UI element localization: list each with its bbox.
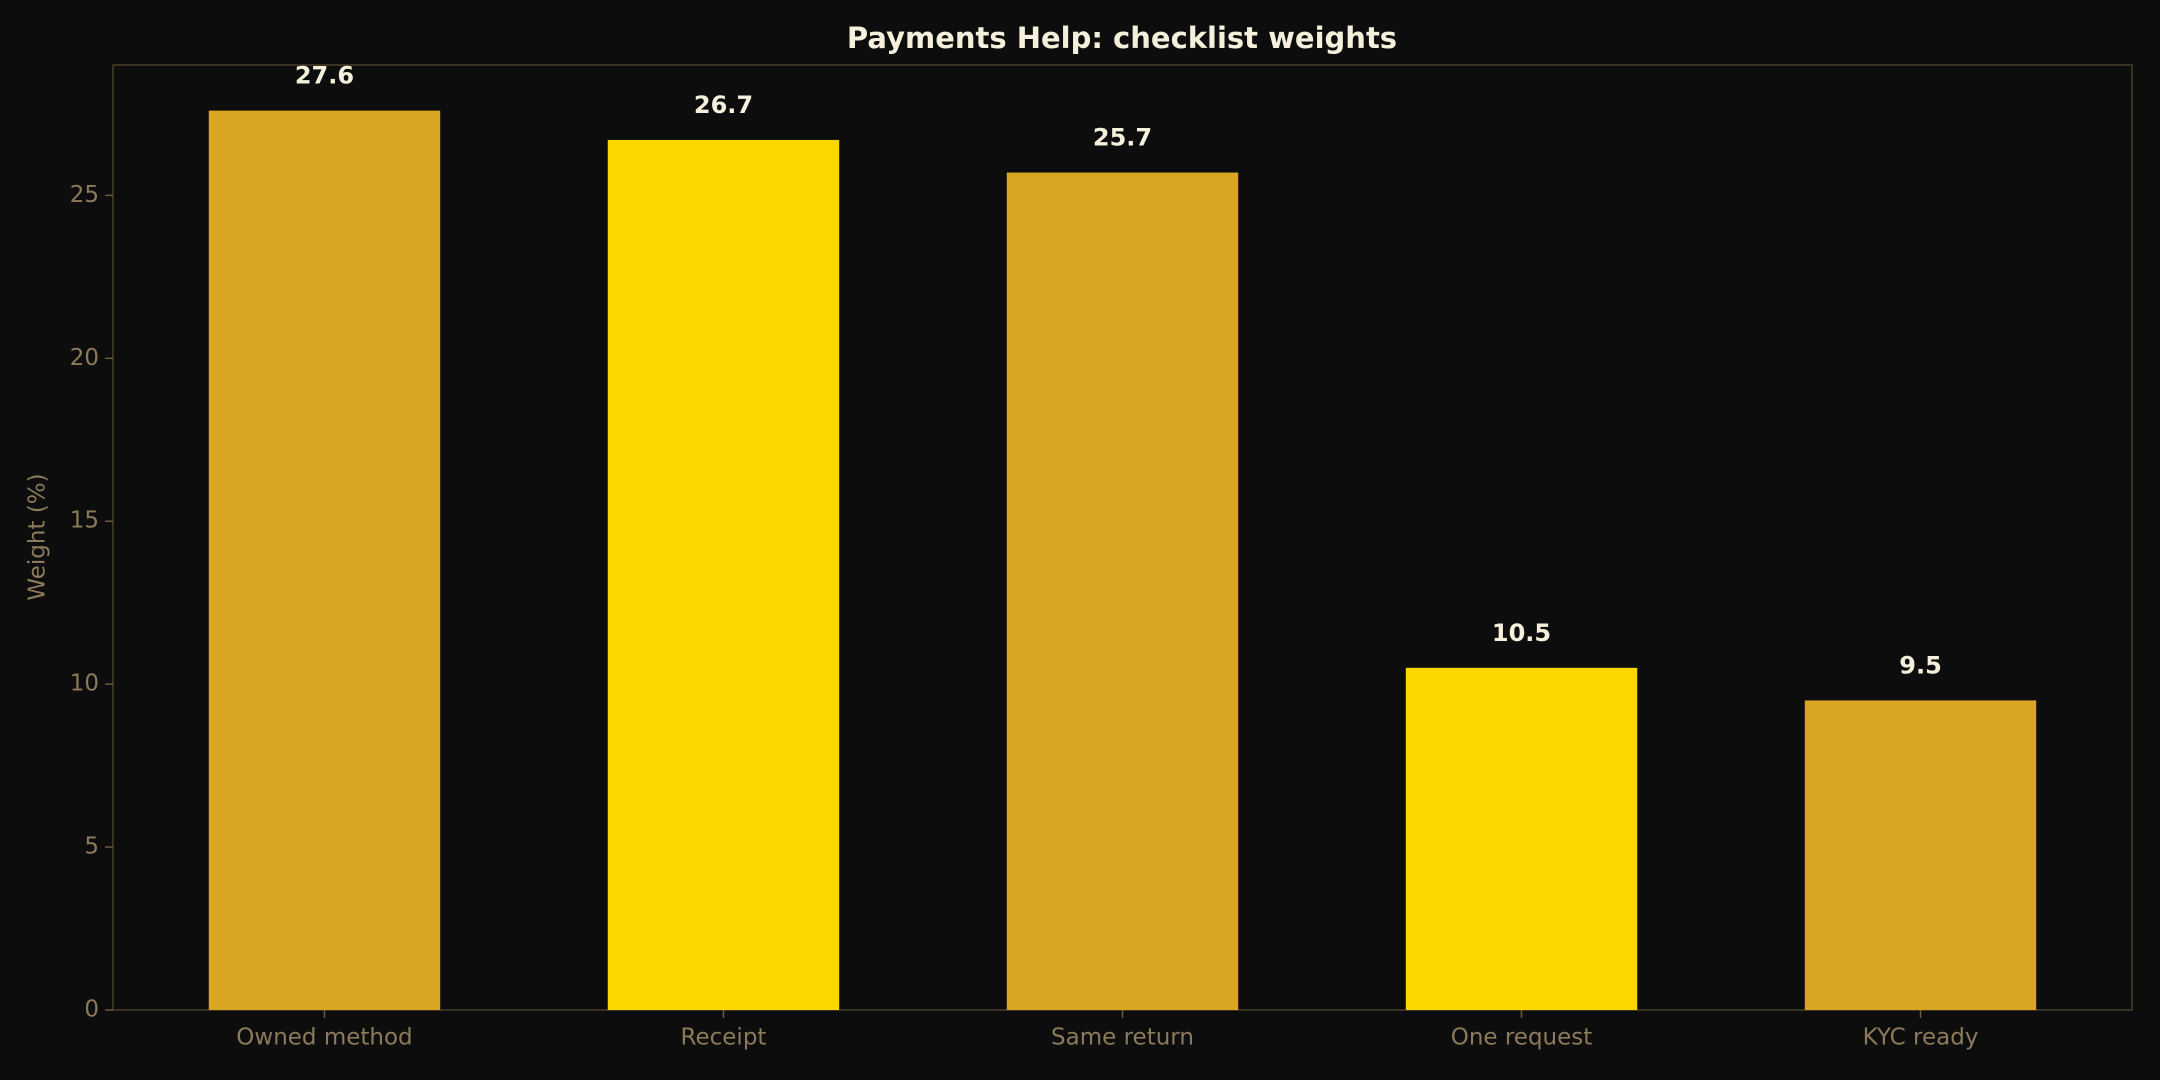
- bar: [607, 139, 840, 1011]
- y-tick-label: 10: [70, 671, 99, 697]
- x-tick-label: KYC ready: [1863, 1025, 1979, 1051]
- value-label: 10.5: [1492, 619, 1551, 647]
- y-axis-label: Weight (%): [25, 473, 51, 600]
- x-tick-label: Owned method: [236, 1025, 412, 1051]
- value-label: 9.5: [1899, 651, 1942, 679]
- y-tick-label: 25: [70, 182, 99, 208]
- y-tick-label: 15: [70, 508, 99, 534]
- bar: [1804, 700, 2037, 1010]
- chart-title: Payments Help: checklist weights: [847, 21, 1397, 55]
- bar: [208, 110, 441, 1011]
- y-tick-label: 5: [84, 834, 99, 860]
- value-label: 25.7: [1093, 124, 1152, 152]
- y-tick-label: 20: [70, 345, 99, 371]
- x-tick-label: Receipt: [681, 1025, 767, 1051]
- value-label: 26.7: [694, 91, 753, 119]
- bar: [1405, 667, 1638, 1010]
- y-tick-label: 0: [84, 997, 99, 1023]
- bar: [1006, 172, 1239, 1010]
- x-tick-label: Same return: [1051, 1025, 1194, 1051]
- x-tick-label: One request: [1451, 1025, 1593, 1051]
- value-label: 27.6: [295, 62, 354, 90]
